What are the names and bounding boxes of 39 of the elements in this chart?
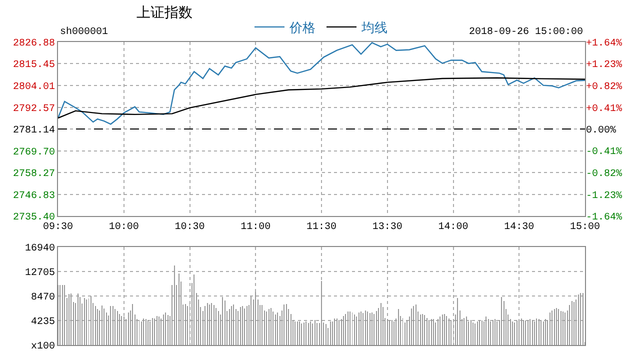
x-tick-label: 09:30: [42, 222, 74, 233]
y2-tick-label: +1.23%: [586, 60, 622, 72]
x-tick-label: 14:00: [438, 222, 468, 233]
y-tick-label: 2804.01: [12, 82, 55, 93]
y-tick-label: 2746.83: [12, 190, 55, 202]
legend-label: 价格: [288, 21, 316, 36]
y-tick-label: 4235: [30, 317, 55, 328]
y2-tick-label: 0.00%: [586, 126, 616, 136]
y-tick-label: 2826.88: [12, 38, 55, 50]
y2-tick-label: -1.23%: [586, 190, 622, 202]
y-tick-label: 2769.70: [12, 147, 55, 158]
text: sh000001: [60, 26, 108, 38]
y-tick-label: 2781.14: [12, 126, 55, 136]
y-tick-label: 2792.57: [12, 104, 55, 115]
y2-tick-label: +0.82%: [586, 82, 622, 94]
x-tick-label: 15:00: [570, 222, 600, 233]
x-tick-label: 13:30: [372, 222, 402, 233]
y2-tick-label: -0.41%: [586, 147, 622, 158]
y-tick-label: x100: [30, 342, 55, 352]
line-series: [58, 42, 585, 125]
y-tick-label: 16940: [24, 244, 55, 254]
y2-tick-label: -0.82%: [586, 168, 622, 180]
y-tick-label: 2735.40: [12, 212, 55, 224]
line-series: [58, 77, 585, 119]
y2-tick-label: +1.64%: [586, 38, 622, 50]
y2-tick-label: +0.41%: [586, 104, 622, 115]
chart-title: 上证指数: [136, 4, 193, 21]
x-tick-label: 11:00: [240, 222, 271, 233]
y-tick-label: 2815.45: [12, 60, 55, 72]
y-tick-label: 8470: [30, 292, 55, 304]
text: 2018-09-26 15:00:00: [469, 27, 584, 38]
legend-label: 均线: [360, 21, 388, 36]
y-tick-label: 2758.27: [12, 169, 55, 180]
x-tick-label: 10:00: [108, 222, 139, 233]
x-tick-label: 14:30: [504, 222, 534, 233]
x-tick-label: 11:30: [306, 222, 337, 233]
y2-tick-label: -1.64%: [586, 212, 622, 224]
x-tick-label: 10:30: [174, 222, 205, 233]
y-tick-label: 12705: [24, 268, 55, 279]
